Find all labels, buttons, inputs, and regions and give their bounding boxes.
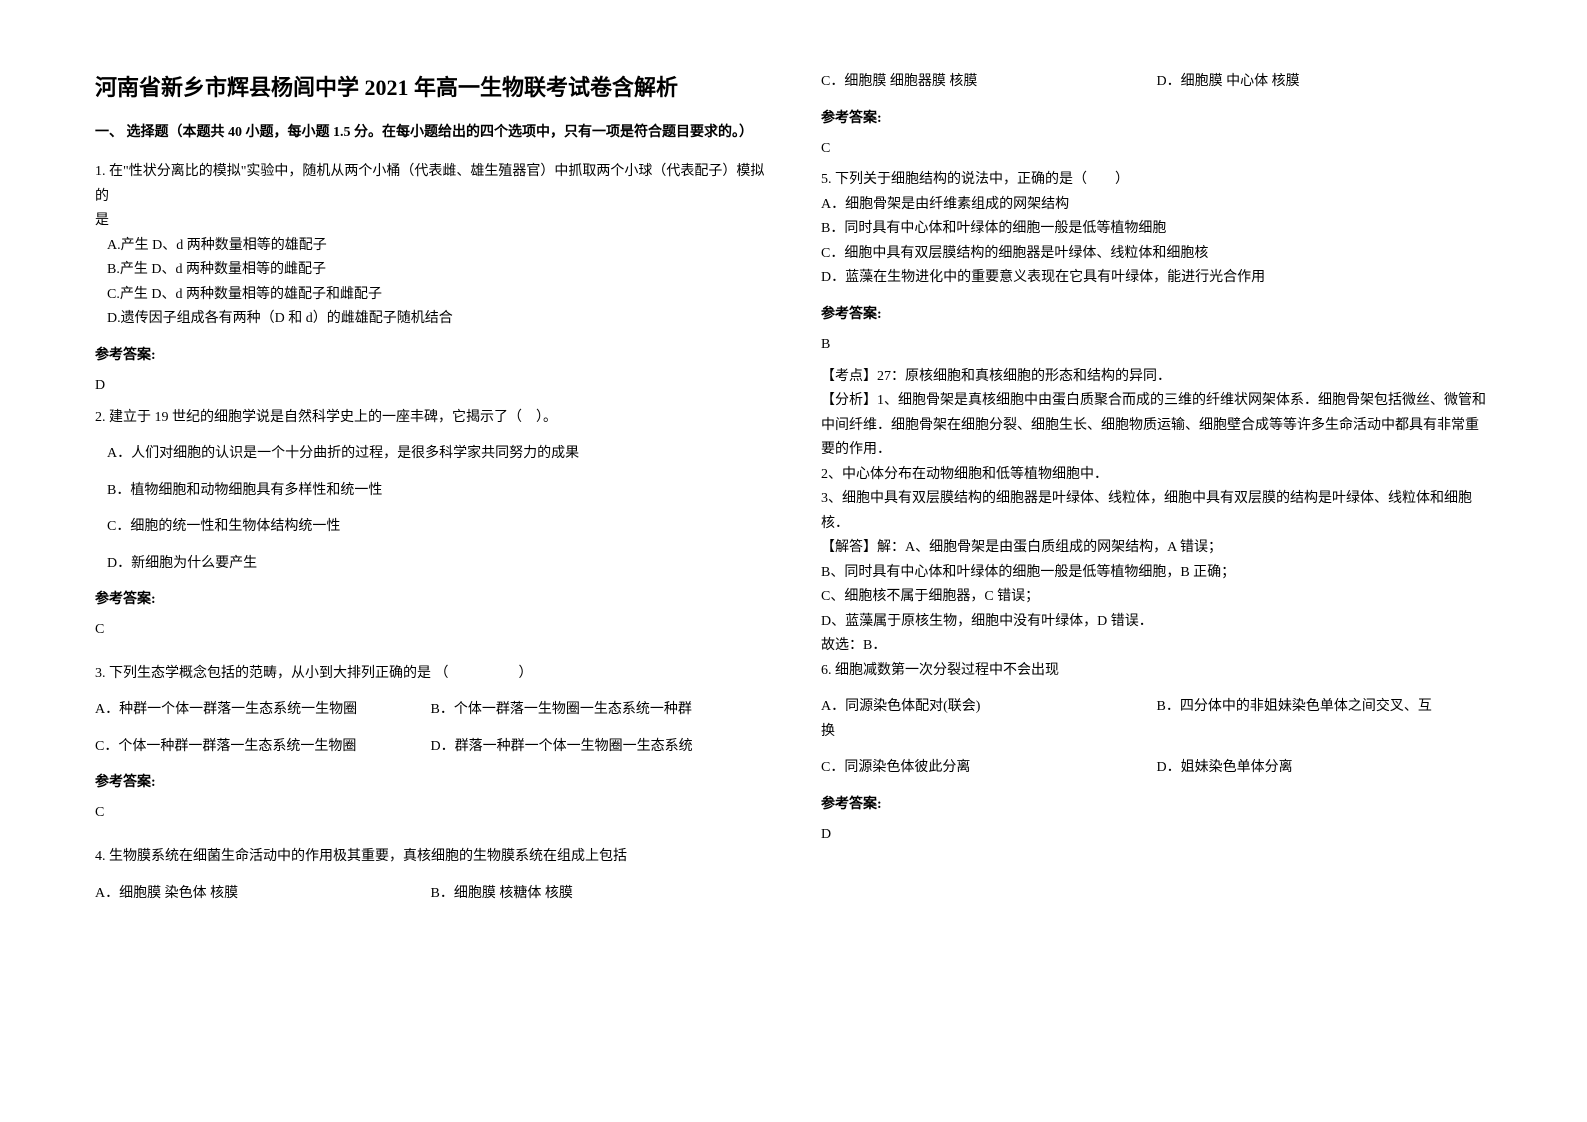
q4-option-c: C．细胞膜 细胞器膜 核膜 (821, 70, 1157, 95)
section-header: 一、 选择题（本题共 40 小题，每小题 1.5 分。在每小题给出的四个选项中，… (95, 122, 766, 144)
q4-options-row1: A．细胞膜 染色体 核膜 B．细胞膜 核糖体 核膜 (95, 882, 766, 907)
q5-option-b: B．同时具有中心体和叶绿体的细胞一般是低等植物细胞 (821, 217, 1492, 242)
right-column: C．细胞膜 细胞器膜 核膜 D．细胞膜 中心体 核膜 参考答案: C 5. 下列… (821, 70, 1492, 906)
q4-option-a: A．细胞膜 染色体 核膜 (95, 882, 431, 907)
q6-answer-label: 参考答案: (821, 793, 1492, 813)
q4-answer-label: 参考答案: (821, 107, 1492, 127)
q2-answer: C (95, 618, 766, 642)
spacer (95, 833, 766, 845)
q6-options-row2: C．同源染色体彼此分离 D．姐妹染色单体分离 (821, 756, 1492, 781)
q3-option-a: A．种群一个体一群落一生态系统一生物圈 (95, 698, 431, 723)
q5-exp4: 3、细胞中具有双层膜结构的细胞器是叶绿体、线粒体，细胞中具有双层膜的结构是叶绿体… (821, 487, 1492, 536)
q1-answer: D (95, 374, 766, 398)
q6-option-b: B．四分体中的非姐妹染色单体之间交叉、互 (1157, 695, 1493, 720)
page-container: 河南省新乡市辉县杨闾中学 2021 年高一生物联考试卷含解析 一、 选择题（本题… (0, 0, 1587, 946)
q6-option-a: A．同源染色体配对(联会) (821, 695, 1157, 720)
q6-text: 6. 细胞减数第一次分裂过程中不会出现 (821, 659, 1492, 684)
q4-option-b: B．细胞膜 核糖体 核膜 (431, 882, 767, 907)
spacer (95, 870, 766, 882)
q1-option-a: A.产生 D、d 两种数量相等的雄配子 (95, 234, 766, 259)
q6-option-b2: 换 (821, 720, 1492, 745)
q1-text: 1. 在"性状分离比的模拟"实验中，随机从两个小桶（代表雌、雄生殖器官）中抓取两… (95, 160, 766, 209)
q3-option-c: C．个体一种群一群落一生态系统一生物圈 (95, 735, 431, 760)
q6-option-d: D．姐妹染色单体分离 (1157, 756, 1493, 781)
spacer (95, 650, 766, 662)
left-column: 河南省新乡市辉县杨闾中学 2021 年高一生物联考试卷含解析 一、 选择题（本题… (95, 70, 766, 906)
q5-exp2: 【分析】1、细胞骨架是真核细胞中由蛋白质聚合而成的三维的纤维状网架体系．细胞骨架… (821, 389, 1492, 463)
spacer (95, 148, 766, 160)
q3-text: 3. 下列生态学概念包括的范畴，从小到大排列正确的是 （ ） (95, 662, 766, 687)
q2-option-c: C．细胞的统一性和生物体结构统一性 (95, 515, 766, 540)
q5-answer-label: 参考答案: (821, 303, 1492, 323)
q5-option-c: C．细胞中具有双层膜结构的细胞器是叶绿体、线粒体和细胞核 (821, 242, 1492, 267)
q3-options-row2: C．个体一种群一群落一生态系统一生物圈 D．群落一种群一个体一生物圈一生态系统 (95, 735, 766, 760)
q1-option-d: D.遗传因子组成各有两种（D 和 d）的雌雄配子随机结合 (95, 307, 766, 332)
q5-exp7: C、细胞核不属于细胞器，C 错误； (821, 585, 1492, 610)
q1-answer-label: 参考答案: (95, 344, 766, 364)
q6-option-c: C．同源染色体彼此分离 (821, 756, 1157, 781)
q5-answer: B (821, 333, 1492, 357)
q3-option-b: B．个体一群落一生物圈一生态系统一种群 (431, 698, 767, 723)
q5-exp9: 故选：B． (821, 634, 1492, 659)
q4-text: 4. 生物膜系统在细菌生命活动中的作用极其重要，真核细胞的生物膜系统在组成上包括 (95, 845, 766, 870)
spacer (95, 467, 766, 479)
q4-options-row2: C．细胞膜 细胞器膜 核膜 D．细胞膜 中心体 核膜 (821, 70, 1492, 95)
spacer (95, 430, 766, 442)
q2-text: 2. 建立于 19 世纪的细胞学说是自然科学史上的一座丰碑，它揭示了（ ）。 (95, 406, 766, 431)
q1-option-b: B.产生 D、d 两种数量相等的雌配子 (95, 258, 766, 283)
q6-answer: D (821, 823, 1492, 847)
q2-answer-label: 参考答案: (95, 588, 766, 608)
q3-option-d: D．群落一种群一个体一生物圈一生态系统 (431, 735, 767, 760)
q1-text-line2: 是 (95, 209, 766, 234)
q2-option-b: B．植物细胞和动物细胞具有多样性和统一性 (95, 479, 766, 504)
q5-option-d: D．蓝藻在生物进化中的重要意义表现在它具有叶绿体，能进行光合作用 (821, 266, 1492, 291)
q1-option-c: C.产生 D、d 两种数量相等的雄配子和雌配子 (95, 283, 766, 308)
spacer (821, 683, 1492, 695)
q3-options-row1: A．种群一个体一群落一生态系统一生物圈 B．个体一群落一生物圈一生态系统一种群 (95, 698, 766, 723)
q4-option-d: D．细胞膜 中心体 核膜 (1157, 70, 1493, 95)
q2-option-a: A．人们对细胞的认识是一个十分曲折的过程，是很多科学家共同努力的成果 (95, 442, 766, 467)
spacer (821, 744, 1492, 756)
spacer (95, 503, 766, 515)
q4-answer: C (821, 137, 1492, 161)
q6-options-row1: A．同源染色体配对(联会) B．四分体中的非姐妹染色单体之间交叉、互 (821, 695, 1492, 720)
q5-exp1: 【考点】27：原核细胞和真核细胞的形态和结构的异同． (821, 365, 1492, 390)
spacer (95, 540, 766, 552)
q2-option-d: D．新细胞为什么要产生 (95, 552, 766, 577)
q5-option-a: A．细胞骨架是由纤维素组成的网架结构 (821, 193, 1492, 218)
q5-exp8: D、蓝藻属于原核生物，细胞中没有叶绿体，D 错误． (821, 610, 1492, 635)
q5-text: 5. 下列关于细胞结构的说法中，正确的是（ ） (821, 168, 1492, 193)
q5-exp5: 【解答】解：A、细胞骨架是由蛋白质组成的网架结构，A 错误； (821, 536, 1492, 561)
q5-exp6: B、同时具有中心体和叶绿体的细胞一般是低等植物细胞，B 正确； (821, 561, 1492, 586)
document-title: 河南省新乡市辉县杨闾中学 2021 年高一生物联考试卷含解析 (95, 70, 766, 102)
q3-answer-label: 参考答案: (95, 771, 766, 791)
q3-answer: C (95, 801, 766, 825)
q5-exp3: 2、中心体分布在动物细胞和低等植物细胞中． (821, 463, 1492, 488)
spacer (95, 723, 766, 735)
spacer (95, 686, 766, 698)
